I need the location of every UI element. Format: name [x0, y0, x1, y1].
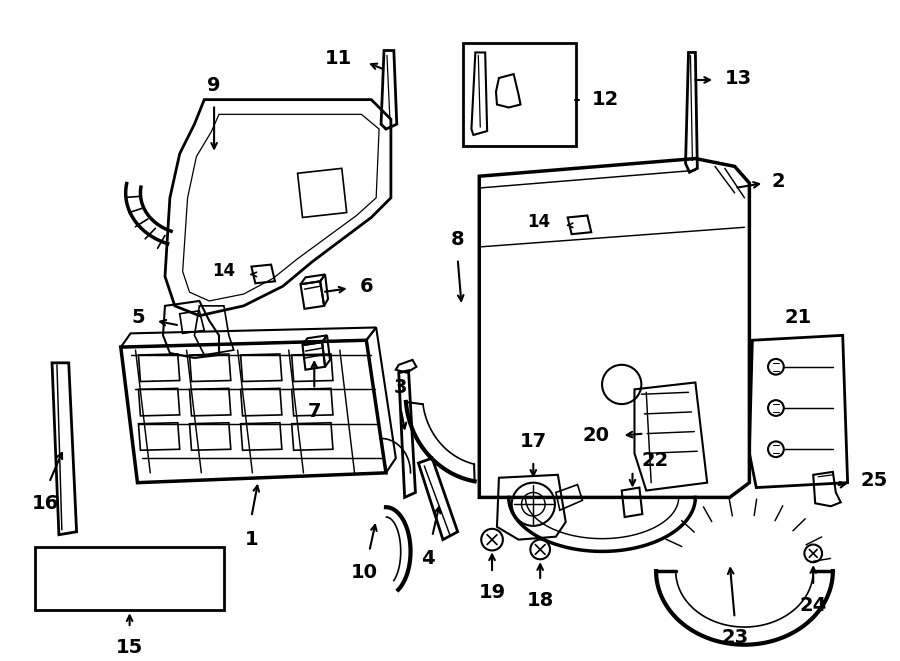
Text: 14: 14 [526, 214, 550, 231]
Text: 7: 7 [308, 402, 321, 421]
Text: 24: 24 [799, 596, 827, 615]
Text: 20: 20 [583, 426, 610, 445]
Text: 4: 4 [421, 549, 435, 568]
Text: 25: 25 [860, 471, 887, 490]
Text: 9: 9 [207, 76, 220, 95]
Text: 21: 21 [785, 309, 812, 327]
Text: 12: 12 [592, 90, 619, 109]
Text: 1: 1 [245, 530, 258, 549]
Text: 23: 23 [721, 628, 748, 647]
Text: 22: 22 [642, 451, 669, 469]
Text: 16: 16 [32, 494, 58, 514]
Text: 10: 10 [351, 563, 378, 582]
Text: 14: 14 [212, 262, 236, 280]
Text: 19: 19 [479, 583, 506, 602]
Text: 15: 15 [116, 638, 143, 657]
Text: 17: 17 [519, 432, 547, 451]
Text: 11: 11 [324, 49, 352, 68]
Text: 13: 13 [724, 69, 752, 87]
Text: 5: 5 [131, 308, 145, 327]
Text: 18: 18 [526, 591, 554, 609]
Text: 2: 2 [772, 172, 786, 190]
Text: 6: 6 [359, 277, 374, 295]
Text: 8: 8 [451, 230, 464, 249]
Text: 3: 3 [394, 378, 408, 397]
Bar [463, 43, 575, 146]
